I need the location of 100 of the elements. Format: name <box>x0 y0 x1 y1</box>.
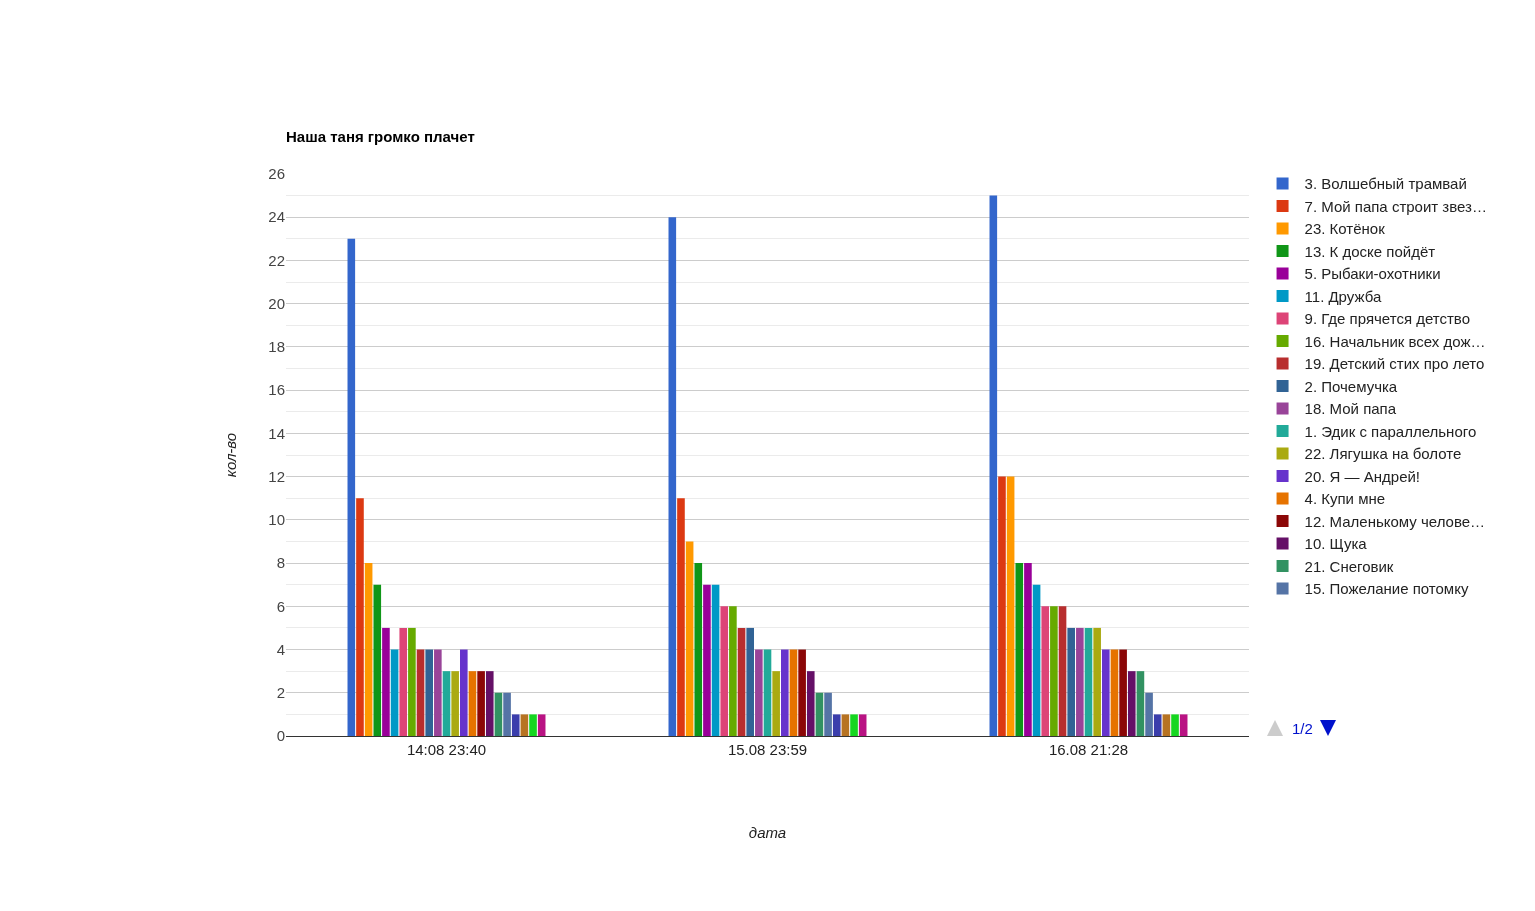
y-tick-label: 18 <box>268 338 285 356</box>
bar <box>416 649 425 736</box>
legend-label: 18. Мой папа <box>1304 400 1397 418</box>
bar <box>503 692 511 736</box>
legend-label: 15. Пожелание потомку <box>1304 580 1469 598</box>
bar <box>1006 476 1015 736</box>
bar <box>1110 649 1119 736</box>
legend-label: 13. К доске пойдёт <box>1304 242 1436 260</box>
bar <box>737 627 746 736</box>
bar <box>1041 606 1050 736</box>
y-tick-label: 4 <box>276 640 285 658</box>
bar <box>1084 627 1093 736</box>
bar <box>1102 649 1110 736</box>
bar <box>1136 671 1145 736</box>
bar <box>451 671 459 736</box>
bar <box>832 714 841 736</box>
bar <box>858 714 867 736</box>
bar <box>711 584 720 736</box>
bar <box>425 649 433 736</box>
bar <box>537 714 546 736</box>
legend-label: 23. Котёнок <box>1304 220 1386 238</box>
legend-label: 1. Эдик с параллельного <box>1304 422 1477 440</box>
legend-label: 3. Волшебный трамвай <box>1304 175 1467 193</box>
y-tick-label: 22 <box>268 251 285 269</box>
bar <box>373 584 382 736</box>
bar <box>789 649 798 736</box>
legend-label: 19. Детский стих про лето <box>1304 355 1485 373</box>
y-tick-label: 12 <box>268 467 285 485</box>
legend-label: 10. Щука <box>1304 535 1368 553</box>
legend-label: 12. Маленькому челове… <box>1304 512 1486 530</box>
bar <box>1076 627 1084 736</box>
bar <box>1145 692 1153 736</box>
legend-label: 5. Рыбаки-охотники <box>1304 265 1441 283</box>
bar <box>442 671 451 736</box>
bar <box>1058 606 1067 736</box>
bar <box>485 671 494 736</box>
x-tick-label: 14:08 23:40 <box>406 741 487 758</box>
bar <box>520 714 529 736</box>
bar <box>694 563 703 736</box>
bar <box>815 692 824 736</box>
bar <box>1050 606 1058 736</box>
bar <box>1024 563 1032 736</box>
y-tick-label: 20 <box>268 294 285 312</box>
y-tick-label: 16 <box>268 381 285 399</box>
bar <box>1015 563 1024 736</box>
bar <box>408 627 416 736</box>
bar <box>720 606 729 736</box>
legend-label: 11. Дружба <box>1304 287 1382 305</box>
bar <box>1093 627 1101 736</box>
bar <box>841 714 850 736</box>
bar <box>364 563 373 736</box>
bar <box>1179 714 1188 736</box>
legend-label: 9. Где прячется детство <box>1304 310 1471 328</box>
y-tick-label: 0 <box>276 727 285 745</box>
bar <box>382 627 390 736</box>
x-tick-label: 15.08 23:59 <box>727 741 808 758</box>
y-tick-label: 10 <box>268 511 285 529</box>
legend-label: 7. Мой папа строит звез… <box>1304 197 1487 215</box>
text: 1/2 <box>1292 720 1313 737</box>
bar <box>1127 671 1136 736</box>
bar <box>668 217 677 736</box>
bar <box>729 606 737 736</box>
y-tick-label: 24 <box>268 208 285 226</box>
bar <box>1171 714 1179 736</box>
bar <box>755 649 763 736</box>
bar <box>434 649 442 736</box>
bar <box>824 692 832 736</box>
bar <box>746 627 754 736</box>
bar <box>703 584 711 736</box>
bar <box>390 649 399 736</box>
bar <box>763 649 772 736</box>
bar <box>677 498 685 736</box>
bar <box>989 195 998 736</box>
bar <box>781 649 789 736</box>
bar <box>494 692 503 736</box>
legend-label: 4. Купи мне <box>1304 490 1386 508</box>
bar <box>1119 649 1127 736</box>
bar <box>1153 714 1162 736</box>
y-tick-label: 26 <box>268 165 285 183</box>
legend-label: 16. Начальник всех дож… <box>1304 332 1486 350</box>
y-tick-label: 14 <box>268 424 285 442</box>
bar <box>347 238 356 736</box>
bar <box>798 649 806 736</box>
legend-label: 2. Почемучка <box>1304 377 1398 395</box>
bar <box>772 671 780 736</box>
bar <box>477 671 485 736</box>
bar <box>356 498 364 736</box>
bar <box>685 541 694 736</box>
bar <box>1067 627 1075 736</box>
y-tick-label: 6 <box>276 597 285 615</box>
x-axis-title: дата <box>748 824 787 841</box>
bar <box>529 714 537 736</box>
y-tick-label: 2 <box>276 684 285 702</box>
bar <box>806 671 815 736</box>
chart-title: Наша таня громко плачет <box>286 128 475 146</box>
y-tick-label: 8 <box>276 554 285 572</box>
y-axis-title: кол-во <box>221 432 239 478</box>
legend-label: 20. Я — Андрей! <box>1304 467 1421 485</box>
bar <box>460 649 468 736</box>
bar <box>399 627 408 736</box>
